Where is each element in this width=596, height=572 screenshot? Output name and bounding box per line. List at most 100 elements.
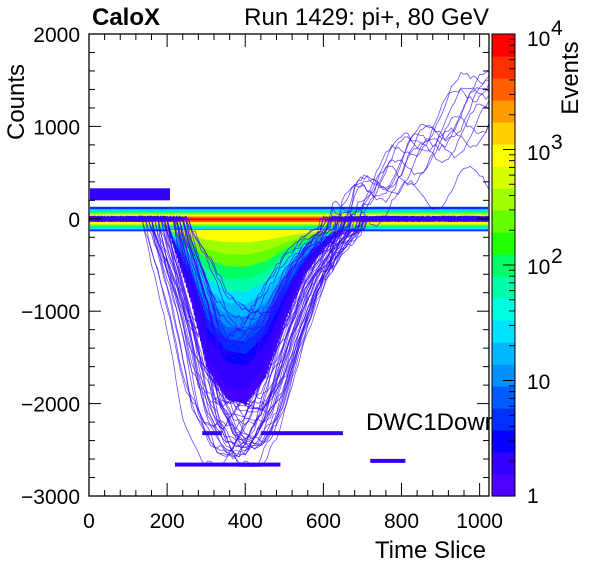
pulse-density-cell	[276, 254, 279, 263]
pulse-density-cell	[170, 230, 173, 232]
pulse-density-cell	[195, 301, 198, 309]
pulse-density-cell	[237, 377, 240, 390]
pulse-density-cell	[298, 242, 301, 247]
y-tick-label: −2000	[21, 394, 80, 417]
plot-area	[88, 33, 490, 497]
pulse-density-cell	[284, 262, 287, 270]
pulse-density-cell	[203, 238, 206, 248]
baseline-band-strip	[90, 221, 488, 224]
pulse-density-cell	[237, 242, 240, 255]
pulse-density-cell	[215, 229, 218, 242]
pulse-density-cell	[190, 291, 193, 298]
pulse-density-cell	[274, 238, 277, 248]
x-axis-tick-labels: 0 200 400 600 800 1000	[83, 510, 503, 533]
pulse-density-cell	[296, 260, 299, 266]
pulse-density-cell	[212, 271, 215, 283]
pulse-density-cell	[264, 303, 266, 315]
pulse-density-cell	[214, 358, 216, 370]
pulse-density-cell	[323, 238, 326, 240]
pulse-density-cell	[282, 250, 285, 258]
pulse-density-cell	[210, 240, 213, 251]
pulse-density-cell	[218, 241, 221, 253]
pulse-density-cell	[182, 250, 185, 255]
pulse-density-cell	[226, 387, 229, 400]
pulse-density-cell	[270, 341, 273, 352]
pulse-density-cell	[298, 246, 301, 251]
pulse-density-cell	[224, 301, 227, 315]
pulse-density-cell	[226, 266, 229, 279]
pulse-density-cell	[274, 229, 277, 239]
pulse-density-cell	[174, 242, 177, 245]
pulse-density-cell	[239, 377, 241, 391]
pulse-density-cell	[229, 254, 232, 267]
pulse-density-cell	[220, 275, 223, 288]
pulse-density-cell	[321, 231, 324, 233]
pulse-density-cell	[224, 265, 227, 279]
pulse-density-cell	[260, 359, 263, 371]
pulse-density-cell	[215, 327, 218, 340]
pulse-density-cell	[303, 262, 306, 267]
pulse-density-cell	[207, 249, 210, 261]
pulse-density-cell	[212, 250, 215, 262]
z-tick-10: 10	[527, 371, 550, 394]
pulse-density-cell	[287, 277, 290, 284]
pulse-density-cell	[248, 290, 251, 303]
pulse-density-cell	[254, 287, 257, 300]
pulse-density-cell	[306, 250, 309, 254]
pulse-density-cell	[242, 291, 245, 305]
pulse-density-cell	[292, 229, 295, 236]
color-scale-band	[492, 298, 515, 321]
pulse-density-cell	[229, 339, 232, 352]
pulse-density-cell	[209, 229, 212, 241]
pulse-density-cell	[228, 254, 231, 267]
pulse-density-cell	[259, 361, 262, 374]
pulse-density-cell	[268, 297, 271, 308]
pulse-density-cell	[268, 345, 271, 356]
pulse-density-cell	[279, 252, 282, 260]
pulse-density-cell	[240, 340, 243, 354]
pulse-density-cell	[260, 338, 263, 350]
pulse-density-cell	[268, 258, 271, 269]
pulse-density-cell	[265, 260, 268, 272]
pulse-density-cell	[274, 263, 277, 273]
pulse-density-cell	[273, 255, 276, 266]
pulse-density-cell	[235, 254, 238, 268]
color-scale-tick-labels: 1 10 10 2 10 3 10 4	[527, 17, 563, 508]
pulse-density-cell	[171, 231, 174, 234]
pulse-density-cell	[276, 334, 279, 344]
pulse-density-cell	[229, 302, 232, 316]
pulse-density-cell	[198, 267, 201, 276]
pulse-density-cell	[260, 240, 263, 252]
pulse-density-cell	[178, 260, 181, 263]
pulse-density-cell	[293, 254, 296, 260]
pulse-density-cell	[243, 390, 246, 404]
pulse-density-cell	[229, 229, 232, 243]
pulse-density-cell	[265, 240, 268, 251]
pulse-density-cell	[317, 244, 320, 247]
pulse-density-cell	[270, 285, 273, 296]
pulse-density-cell	[271, 265, 274, 276]
x-tick-label: 600	[306, 510, 341, 533]
z-tick-1: 1	[527, 485, 539, 508]
pulse-density-cell	[310, 237, 313, 241]
pulse-density-cell	[235, 229, 238, 243]
pulse-density-cell	[234, 266, 237, 280]
pulse-density-cell	[210, 353, 213, 365]
pulse-density-cell	[246, 278, 249, 292]
pulse-density-cell	[196, 285, 199, 294]
pulse-density-cell	[209, 270, 212, 281]
pulse-density-cell	[193, 272, 196, 279]
pulse-density-cell	[210, 260, 213, 272]
pulse-density-cell	[171, 229, 174, 232]
pulse-density-cell	[206, 259, 209, 270]
pulse-density-cell	[249, 241, 252, 255]
waveform-trace	[88, 83, 490, 453]
pulse-density-cell	[243, 341, 246, 355]
pulse-density-cell	[182, 229, 185, 234]
pulse-density-cell	[257, 330, 260, 342]
pulse-density-cell	[179, 264, 182, 268]
pulse-density-cell	[192, 257, 195, 264]
pulse-density-cell	[235, 303, 238, 317]
pulse-density-cell	[226, 326, 229, 340]
pulse-density-cell	[284, 307, 287, 315]
